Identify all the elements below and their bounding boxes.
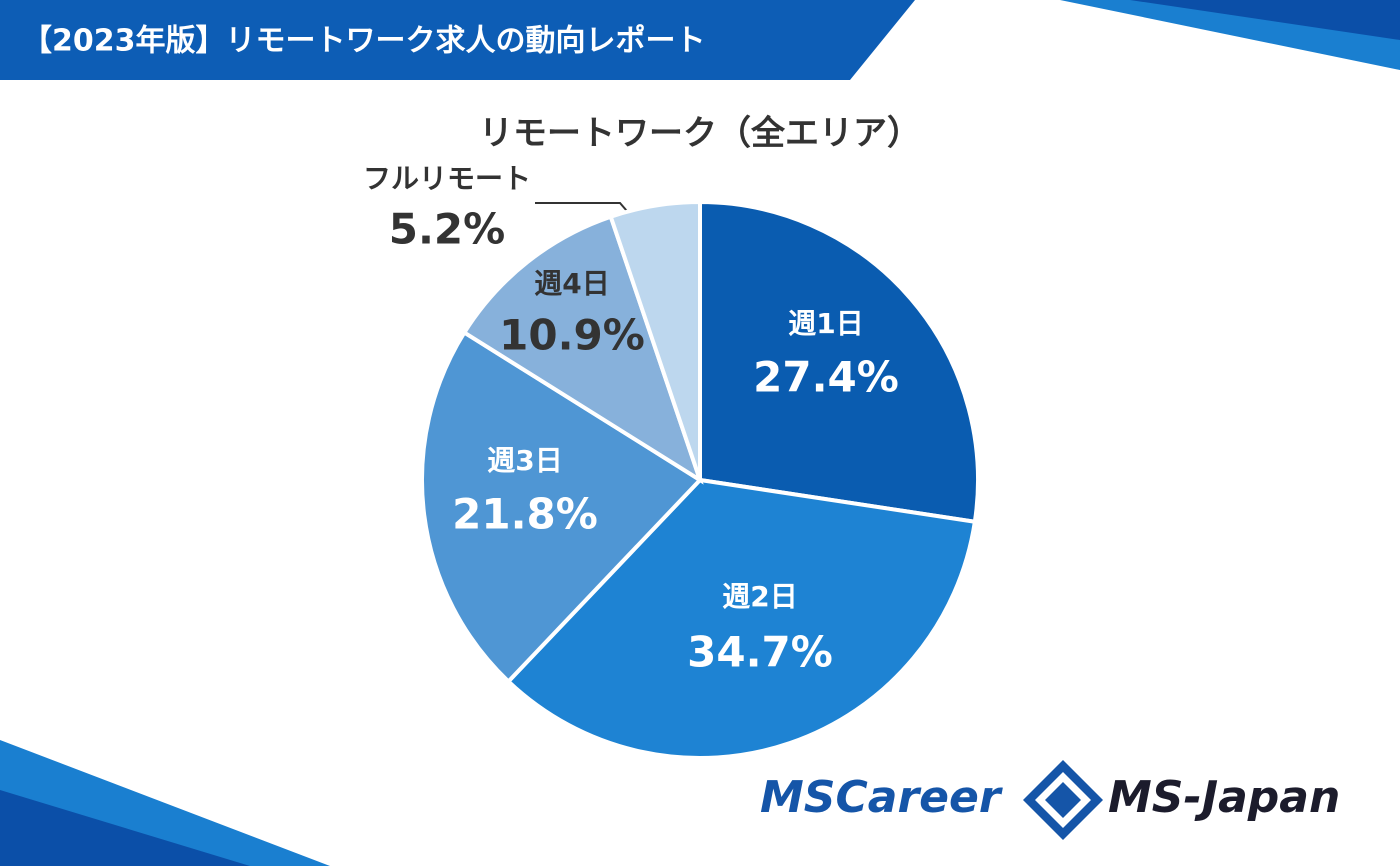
value-label: 34.7% [687,628,833,677]
slice-label: 週4日 [534,267,609,300]
chart-title: リモートワーク（全エリア） [479,114,921,154]
value-label: 10.9% [499,311,645,360]
value-label: 27.4% [753,353,899,402]
decor-stripe [1130,0,1400,40]
header-banner [0,0,915,80]
pie-slice [461,214,704,485]
logo-icon [1023,760,1103,840]
pie-slice [420,329,704,685]
header-title: 【2023年版】リモートワーク求人の動向レポート [22,24,706,59]
pie [420,199,980,760]
logo: MSCareer [760,772,1003,823]
pie-slice [698,199,980,525]
logo: MS-Japan [1108,772,1340,823]
decor-stripe [0,790,250,866]
slice-label: 週3日 [487,444,562,477]
slice-label: フルリモート [363,162,531,195]
slice-label: 週1日 [788,307,863,340]
slice-label: 週2日 [722,580,797,613]
pie-slice [608,199,702,481]
value-label: 5.2% [389,205,505,254]
pie-slice [505,477,978,760]
value-label: 21.8% [452,490,598,539]
